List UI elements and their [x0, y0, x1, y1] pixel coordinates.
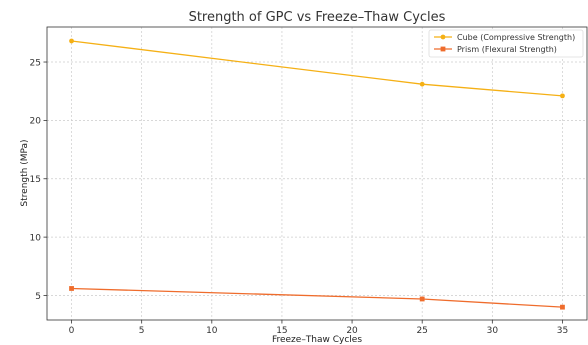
y-tick-label: 25 [30, 58, 41, 68]
legend-marker-circle [440, 34, 446, 40]
x-tick-label: 5 [139, 326, 145, 336]
legend: Cube (Compressive Strength) Prism (Flexur… [428, 29, 584, 58]
axis-ticks: 0 5 10 15 20 25 30 35 5 10 15 20 25 [30, 58, 569, 336]
x-tick-label: 15 [276, 326, 287, 336]
x-tick-label: 10 [206, 326, 218, 336]
x-tick-label: 25 [416, 326, 427, 336]
y-tick-label: 5 [35, 292, 41, 302]
legend-marker-square [440, 46, 446, 52]
chart-title: Strength of GPC vs Freeze–Thaw Cycles [189, 10, 446, 25]
plot-area-frame [46, 26, 588, 321]
y-axis-label: Strength (MPa) [20, 139, 30, 206]
data-point-square [419, 296, 425, 302]
x-axis-label: Freeze–Thaw Cycles [272, 335, 362, 345]
y-tick-label: 10 [30, 233, 42, 243]
legend-label-1: Prism (Flexural Strength) [457, 45, 557, 54]
x-tick-label: 20 [346, 326, 358, 336]
x-tick-label: 35 [557, 326, 568, 336]
grid [47, 27, 587, 320]
series-line-1 [71, 287, 563, 308]
data-point-circle [69, 38, 74, 44]
data-point-circle [419, 81, 425, 87]
series-group [69, 38, 565, 310]
y-tick-label: 15 [30, 175, 41, 185]
legend-box [428, 29, 584, 58]
x-tick-label: 0 [69, 326, 75, 336]
data-point-square [69, 286, 74, 291]
x-tick-label: 30 [487, 326, 499, 336]
data-point-circle [560, 93, 565, 99]
data-point-square [560, 304, 565, 310]
y-tick-label: 20 [30, 117, 42, 127]
legend-label-0: Cube (Compressive Strength) [457, 33, 575, 42]
